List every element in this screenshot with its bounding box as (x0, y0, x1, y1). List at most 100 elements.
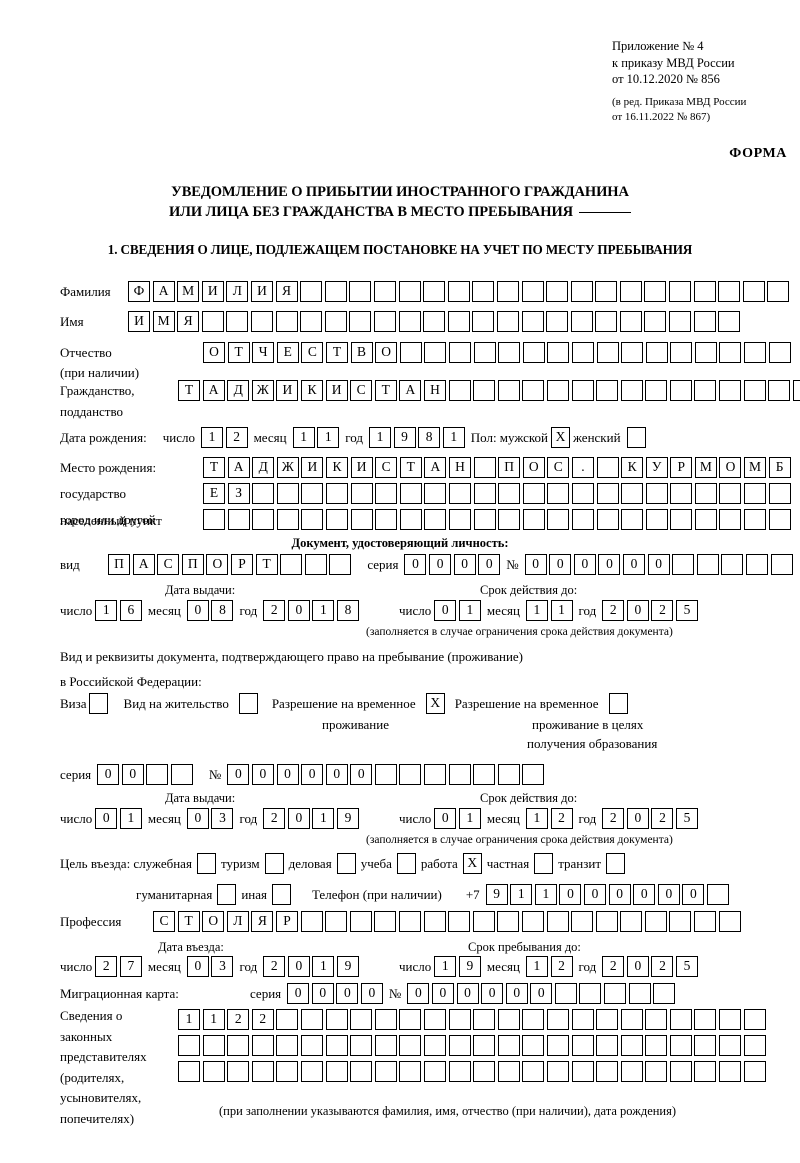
permit-valid-day-cells-2[interactable]: 1 (458, 808, 481, 829)
citizenship-cells-1[interactable]: Т (178, 380, 200, 401)
profession-cells-19[interactable] (595, 911, 618, 932)
purpose-study-checkbox[interactable] (396, 853, 416, 874)
legal-rep-cells-row-3-7[interactable] (325, 1061, 348, 1082)
profession-cells-7[interactable] (300, 911, 323, 932)
name-cells-10[interactable] (349, 311, 372, 332)
phone-cells-5[interactable]: 0 (584, 884, 607, 905)
name-cells-19[interactable] (570, 311, 593, 332)
legal-rep-cells-row-2-12[interactable] (448, 1035, 471, 1056)
permit-series-cells-3[interactable] (146, 764, 169, 785)
birthplace-cells-row-2-19[interactable] (645, 483, 668, 504)
birthplace-cells-row-3-2[interactable] (227, 509, 250, 530)
permit-issue-day-cells-1[interactable]: 0 (95, 808, 118, 829)
profession-cells-9[interactable] (349, 911, 372, 932)
profession-cells-11[interactable] (398, 911, 421, 932)
citizenship-cells-22[interactable] (694, 380, 717, 401)
legal-rep-cells-row-3-1[interactable] (178, 1061, 200, 1082)
legal-rep-cells-row-1-4[interactable]: 2 (251, 1009, 274, 1030)
citizenship-cells-2[interactable]: А (202, 380, 225, 401)
doc-type-cells-8[interactable] (280, 554, 303, 575)
doc-issue-day-cells-1[interactable]: 1 (95, 600, 118, 621)
birthplace-cells-row-3-16[interactable] (571, 509, 594, 530)
birthplace-cells-row-1-11[interactable]: Н (448, 457, 471, 478)
permit-valid-year-cells-2[interactable]: 0 (626, 808, 649, 829)
birthplace-cells-row-3-4[interactable] (276, 509, 299, 530)
doc-type-cells-4[interactable]: П (181, 554, 204, 575)
name-cells-16[interactable] (496, 311, 519, 332)
purpose-transit-checkbox[interactable] (606, 853, 626, 874)
permit-issue-day-cells-2[interactable]: 1 (119, 808, 142, 829)
legal-rep-cells-row-1-17[interactable] (571, 1009, 594, 1030)
birthplace-cells-row-3-11[interactable] (448, 509, 471, 530)
surname-cells-3[interactable]: М (177, 281, 200, 302)
birthplace-cells-row-2-9[interactable] (399, 483, 422, 504)
surname-cells-1[interactable]: Ф (128, 281, 150, 302)
patronymic-cells-13[interactable] (498, 342, 521, 363)
birthplace-cells-row-3-8[interactable] (375, 509, 398, 530)
birthplace-cells-row-1-13[interactable]: П (498, 457, 521, 478)
legal-rep-cells-row-3-16[interactable] (546, 1061, 569, 1082)
birthplace-cells-row-3-15[interactable] (547, 509, 570, 530)
patronymic-cells-19[interactable] (645, 342, 668, 363)
legal-rep-cells-row-1-9[interactable] (374, 1009, 397, 1030)
profession-cells-12[interactable] (423, 911, 446, 932)
legal-rep-cells-row-3-20[interactable] (645, 1061, 668, 1082)
entry-year-cells-1[interactable]: 2 (263, 956, 286, 977)
patronymic-cells-15[interactable] (547, 342, 570, 363)
migration-series-cells-2[interactable]: 0 (311, 983, 334, 1004)
patronymic-cells-1[interactable]: О (203, 342, 225, 363)
doc-type-cells-5[interactable]: О (206, 554, 229, 575)
name-cells-11[interactable] (373, 311, 396, 332)
patronymic-cells-18[interactable] (621, 342, 644, 363)
birthplace-cells-row-1-1[interactable]: Т (203, 457, 225, 478)
edu-residence-checkbox[interactable] (608, 693, 628, 714)
surname-cells-2[interactable]: А (152, 281, 175, 302)
surname-cells-17[interactable] (521, 281, 544, 302)
birth-month-cells-1[interactable]: 1 (292, 427, 315, 448)
permit-number-cells-5[interactable]: 0 (325, 764, 348, 785)
birthplace-cells-row-1-20[interactable]: Р (670, 457, 693, 478)
birthplace-cells-row-1-5[interactable]: И (301, 457, 324, 478)
birthplace-cells-row-2-12[interactable] (473, 483, 496, 504)
doc-type-cells-2[interactable]: А (132, 554, 155, 575)
citizenship-cells-12[interactable] (448, 380, 471, 401)
patronymic-cells-11[interactable] (448, 342, 471, 363)
legal-rep-cells-row-3-11[interactable] (423, 1061, 446, 1082)
doc-valid-year-cells-1[interactable]: 2 (602, 600, 625, 621)
surname-cells-21[interactable] (619, 281, 642, 302)
name-cells-8[interactable] (300, 311, 323, 332)
birthplace-cells-row-3-17[interactable] (596, 509, 619, 530)
birthplace-cells-row-2-14[interactable] (522, 483, 545, 504)
name-cells-18[interactable] (546, 311, 569, 332)
birthplace-cells-row-1-14[interactable]: О (522, 457, 545, 478)
profession-cells-23[interactable] (694, 911, 717, 932)
doc-number-cells-10[interactable] (746, 554, 769, 575)
legal-rep-cells-row-1-12[interactable] (448, 1009, 471, 1030)
doc-issue-day-cells-2[interactable]: 6 (119, 600, 142, 621)
birthplace-cells-row-3-12[interactable] (473, 509, 496, 530)
legal-rep-cells-row-3-4[interactable] (251, 1061, 274, 1082)
entry-year-cells-4[interactable]: 9 (337, 956, 360, 977)
legal-rep-cells-row-3-15[interactable] (522, 1061, 545, 1082)
purpose-work-checkbox[interactable]: Х (462, 853, 482, 874)
legal-rep-cells-row-2-5[interactable] (276, 1035, 299, 1056)
migration-number-cells-9[interactable] (604, 983, 627, 1004)
legal-rep-cells-row-2-4[interactable] (251, 1035, 274, 1056)
patronymic-cells-16[interactable] (571, 342, 594, 363)
surname-cells-11[interactable] (373, 281, 396, 302)
surname-cells-4[interactable]: И (201, 281, 224, 302)
phone-cells-8[interactable]: 0 (657, 884, 680, 905)
migration-number-cells-10[interactable] (628, 983, 651, 1004)
stay-month-cells-2[interactable]: 2 (550, 956, 573, 977)
name-cells-2[interactable]: М (152, 311, 175, 332)
birth-year-cells-1[interactable]: 1 (368, 427, 391, 448)
legal-rep-cells-row-3-5[interactable] (276, 1061, 299, 1082)
